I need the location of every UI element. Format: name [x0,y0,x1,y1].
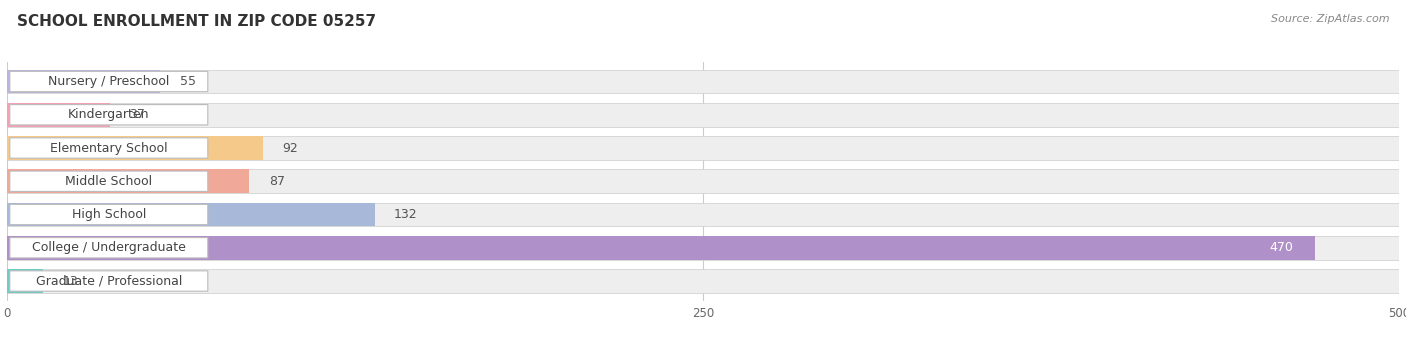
Text: High School: High School [72,208,146,221]
Text: Elementary School: Elementary School [51,142,167,155]
Bar [7,236,1399,260]
Bar [7,103,110,127]
Text: SCHOOL ENROLLMENT IN ZIP CODE 05257: SCHOOL ENROLLMENT IN ZIP CODE 05257 [17,14,375,29]
Bar [7,269,1399,293]
Bar [7,136,1399,160]
Text: Nursery / Preschool: Nursery / Preschool [48,75,170,88]
FancyBboxPatch shape [10,105,208,125]
Text: 55: 55 [180,75,195,88]
Text: 37: 37 [129,108,145,121]
Bar [7,269,44,293]
Bar [7,103,1399,127]
FancyBboxPatch shape [10,271,208,291]
Text: Kindergarten: Kindergarten [67,108,149,121]
Bar [7,69,1399,93]
Bar [7,202,374,226]
Text: 132: 132 [394,208,418,221]
Text: 13: 13 [63,275,79,288]
FancyBboxPatch shape [10,238,208,258]
Text: Middle School: Middle School [65,175,152,188]
Text: Source: ZipAtlas.com: Source: ZipAtlas.com [1271,14,1389,24]
Text: 87: 87 [269,175,284,188]
Bar [7,236,1316,260]
Text: 92: 92 [283,142,298,155]
FancyBboxPatch shape [10,171,208,192]
Bar [7,169,1399,193]
FancyBboxPatch shape [10,71,208,92]
Bar [7,169,249,193]
Text: College / Undergraduate: College / Undergraduate [32,241,186,254]
FancyBboxPatch shape [10,204,208,225]
FancyBboxPatch shape [10,138,208,158]
Text: 470: 470 [1270,241,1294,254]
Text: Graduate / Professional: Graduate / Professional [35,275,181,288]
Bar [7,136,263,160]
Bar [7,202,1399,226]
Bar [7,69,160,93]
